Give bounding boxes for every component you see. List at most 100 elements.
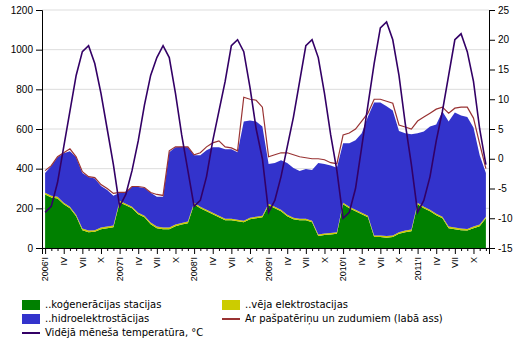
tick-mark bbox=[467, 248, 468, 251]
tick-label: -10 bbox=[498, 213, 513, 224]
tick-label: IV bbox=[283, 257, 293, 266]
tick bbox=[411, 248, 412, 251]
tick: 0 bbox=[27, 243, 42, 254]
tick-mark bbox=[269, 248, 270, 254]
tick: IV bbox=[59, 248, 69, 266]
tick-mark bbox=[368, 248, 369, 251]
tick: 1200 bbox=[11, 5, 42, 16]
tick-mark bbox=[36, 208, 42, 209]
tick-mark bbox=[343, 248, 344, 254]
tick: 1000 bbox=[11, 44, 42, 55]
tick-mark bbox=[163, 248, 164, 251]
tick-label: 2009'I bbox=[264, 257, 274, 281]
tick bbox=[449, 248, 450, 251]
tick-mark bbox=[424, 248, 425, 251]
tick-label: 2010'I bbox=[338, 257, 348, 281]
tick: 20 bbox=[489, 34, 510, 45]
tick-mark bbox=[489, 218, 495, 219]
tick: 600 bbox=[16, 124, 42, 135]
tick-mark bbox=[126, 248, 127, 251]
tick bbox=[293, 248, 294, 251]
tick-label: 2007'I bbox=[115, 257, 125, 281]
tick-label: X bbox=[469, 257, 479, 263]
tick bbox=[480, 248, 481, 251]
plot: 2006'I IV VII X 2007'I IV VII X 2008'I IV VII X 2009… bbox=[11, 5, 513, 282]
tick bbox=[163, 248, 164, 251]
tick-mark bbox=[306, 248, 307, 254]
tick bbox=[368, 248, 369, 251]
tick-mark bbox=[489, 159, 495, 160]
grid-line bbox=[42, 89, 489, 90]
tick-mark bbox=[36, 50, 42, 51]
tick-mark bbox=[36, 129, 42, 130]
tick-mark bbox=[175, 248, 176, 254]
tick bbox=[275, 248, 276, 251]
grid bbox=[42, 10, 489, 248]
tick bbox=[486, 248, 487, 251]
tick-label: IV bbox=[208, 257, 218, 266]
tick bbox=[126, 248, 127, 251]
area bbox=[45, 103, 486, 236]
tick-mark bbox=[58, 248, 59, 251]
tick-mark bbox=[374, 248, 375, 251]
tick bbox=[405, 248, 406, 251]
tick: VII bbox=[78, 248, 88, 268]
tick-mark bbox=[489, 129, 495, 130]
tick-mark bbox=[418, 248, 419, 254]
tick-mark bbox=[287, 248, 288, 254]
tick bbox=[281, 248, 282, 251]
tick-label: 2011'I bbox=[413, 257, 423, 281]
tick: IV bbox=[208, 248, 218, 266]
tick: VII bbox=[376, 248, 386, 268]
tick-mark bbox=[95, 248, 96, 251]
tick-mark bbox=[442, 248, 443, 251]
tick-mark bbox=[489, 40, 495, 41]
legend-label: Vidējā mēneša temperatūra, °C bbox=[45, 327, 203, 338]
tick-mark bbox=[36, 169, 42, 170]
tick: -15 bbox=[489, 243, 513, 254]
tick-label: 800 bbox=[16, 84, 33, 95]
line bbox=[45, 22, 486, 218]
tick-mark bbox=[169, 248, 170, 251]
tick-label: VII bbox=[301, 257, 311, 268]
tick: VII bbox=[227, 248, 237, 268]
tick-mark bbox=[213, 248, 214, 254]
tick-label: IV bbox=[59, 257, 69, 266]
tick-mark bbox=[356, 248, 357, 251]
tick bbox=[144, 248, 145, 251]
tick bbox=[182, 248, 183, 251]
legend-swatch bbox=[22, 300, 40, 310]
tick-mark bbox=[36, 10, 42, 11]
tick-mark bbox=[473, 248, 474, 254]
tick-mark bbox=[312, 248, 313, 251]
legend-swatch bbox=[222, 318, 240, 320]
tick-label: VII bbox=[376, 257, 386, 268]
tick bbox=[430, 248, 431, 251]
grid-line bbox=[42, 49, 489, 50]
tick-mark bbox=[449, 248, 450, 251]
legend-item: ..hidroelektrostācijas bbox=[22, 313, 149, 324]
tick-mark bbox=[430, 248, 431, 251]
legend: ..koģenerācijas stacijas..vēja elektrost… bbox=[22, 299, 443, 338]
tick-mark bbox=[489, 248, 495, 249]
tick-mark bbox=[486, 248, 487, 251]
tick: 2009'I bbox=[264, 248, 274, 281]
tick-mark bbox=[275, 248, 276, 251]
legend-swatch bbox=[22, 332, 40, 334]
tick: 15 bbox=[489, 64, 510, 75]
tick-mark bbox=[436, 248, 437, 254]
tick: X bbox=[469, 248, 479, 263]
tick-mark bbox=[238, 248, 239, 251]
tick-label: X bbox=[320, 257, 330, 263]
tick: 2006'I bbox=[40, 248, 50, 281]
tick-label: 0 bbox=[498, 153, 504, 164]
tick bbox=[89, 248, 90, 251]
tick-mark bbox=[337, 248, 338, 251]
tick-label: X bbox=[245, 257, 255, 263]
tick-mark bbox=[138, 248, 139, 254]
tick: 2008'I bbox=[189, 248, 199, 281]
tick bbox=[442, 248, 443, 251]
tick bbox=[467, 248, 468, 251]
axis-line bbox=[36, 11, 43, 249]
tick bbox=[151, 248, 152, 251]
